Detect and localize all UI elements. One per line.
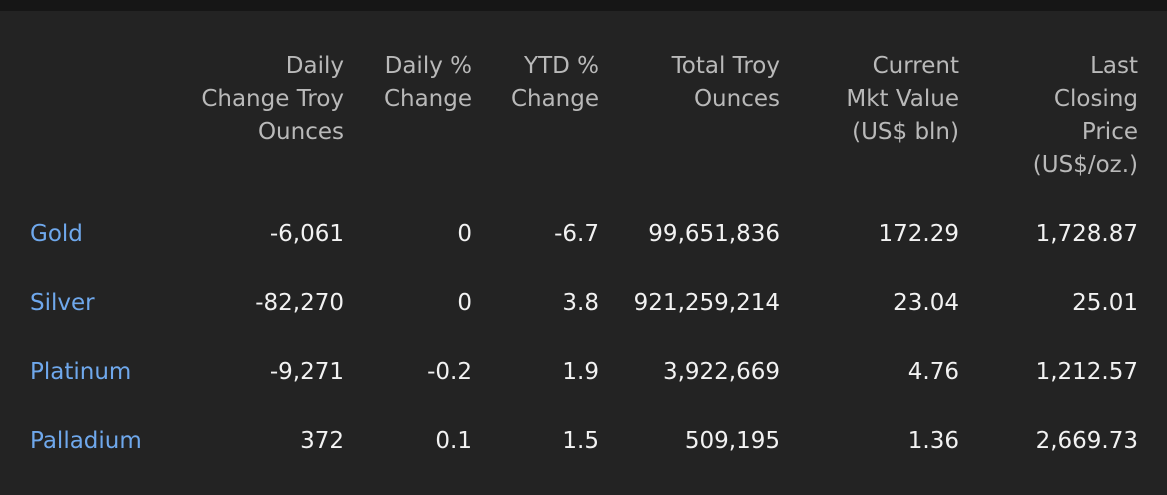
column-header-line: Mkt Value: [846, 86, 959, 112]
table-cell-total_oz: 99,651,836: [648, 221, 780, 247]
table-cell-total_oz: 921,259,214: [633, 290, 780, 316]
column-header-line: Last: [1090, 53, 1138, 79]
column-header-line: Ounces: [257, 119, 344, 145]
table-cell-ytd_pct: -6.7: [554, 221, 599, 247]
table-cell-ytd_pct: 1.5: [562, 428, 599, 454]
metal-link-palladium[interactable]: Palladium: [30, 428, 142, 454]
table-cell-mkt_value: 4.76: [907, 359, 959, 385]
column-header-daily_change: Daily Change Troy Ounces: [201, 50, 344, 149]
table-cell-total_oz: 509,195: [684, 428, 780, 454]
column-header-line: Change: [510, 86, 599, 112]
column-header-line: Total Troy: [671, 53, 780, 79]
column-header-line: (US$ bln): [852, 119, 959, 145]
column-header-line: YTD %: [524, 53, 599, 79]
table-cell-ytd_pct: 1.9: [562, 359, 599, 385]
table-cell-last_price: 1,212.57: [1035, 359, 1138, 385]
table-cell-mkt_value: 23.04: [893, 290, 959, 316]
metal-link-platinum[interactable]: Platinum: [30, 359, 132, 385]
table-cell-ytd_pct: 3.8: [562, 290, 599, 316]
metal-link-silver[interactable]: Silver: [30, 290, 95, 316]
table-cell-daily_pct: 0.1: [435, 428, 472, 454]
table-cell-daily_change: 372: [300, 428, 344, 454]
column-header-last_price: Last Closing Price (US$/oz.): [1033, 50, 1138, 182]
table-cell-last_price: 25.01: [1072, 290, 1138, 316]
column-header-line: Change: [383, 86, 472, 112]
column-header-ytd_pct: YTD % Change: [511, 50, 599, 116]
top-strip: [0, 0, 1167, 11]
metal-link-gold[interactable]: Gold: [30, 221, 83, 247]
column-header-line: Daily: [285, 53, 344, 79]
table-cell-mkt_value: 172.29: [878, 221, 959, 247]
table-cell-daily_change: -9,271: [269, 359, 344, 385]
column-header-total_oz: Total Troy Ounces: [672, 50, 780, 116]
table-cell-daily_pct: 0: [457, 221, 472, 247]
column-header-line: Price: [1081, 119, 1138, 145]
table-cell-last_price: 2,669.73: [1035, 428, 1138, 454]
column-header-line: Daily %: [384, 53, 472, 79]
table-cell-daily_pct: -0.2: [427, 359, 472, 385]
column-header-line: (US$/oz.): [1032, 152, 1138, 178]
column-header-line: Closing: [1053, 86, 1138, 112]
column-header-line: Ounces: [693, 86, 780, 112]
table-cell-last_price: 1,728.87: [1035, 221, 1138, 247]
table-cell-daily_change: -82,270: [255, 290, 344, 316]
table-cell-daily_pct: 0: [457, 290, 472, 316]
column-header-line: Change Troy: [201, 86, 344, 112]
column-header-daily_pct: Daily % Change: [384, 50, 472, 116]
table-cell-daily_change: -6,061: [269, 221, 344, 247]
column-header-line: Current: [872, 53, 959, 79]
table-cell-total_oz: 3,922,669: [662, 359, 780, 385]
column-header-mkt_value: Current Mkt Value (US$ bln): [846, 50, 959, 149]
table-cell-mkt_value: 1.36: [907, 428, 959, 454]
